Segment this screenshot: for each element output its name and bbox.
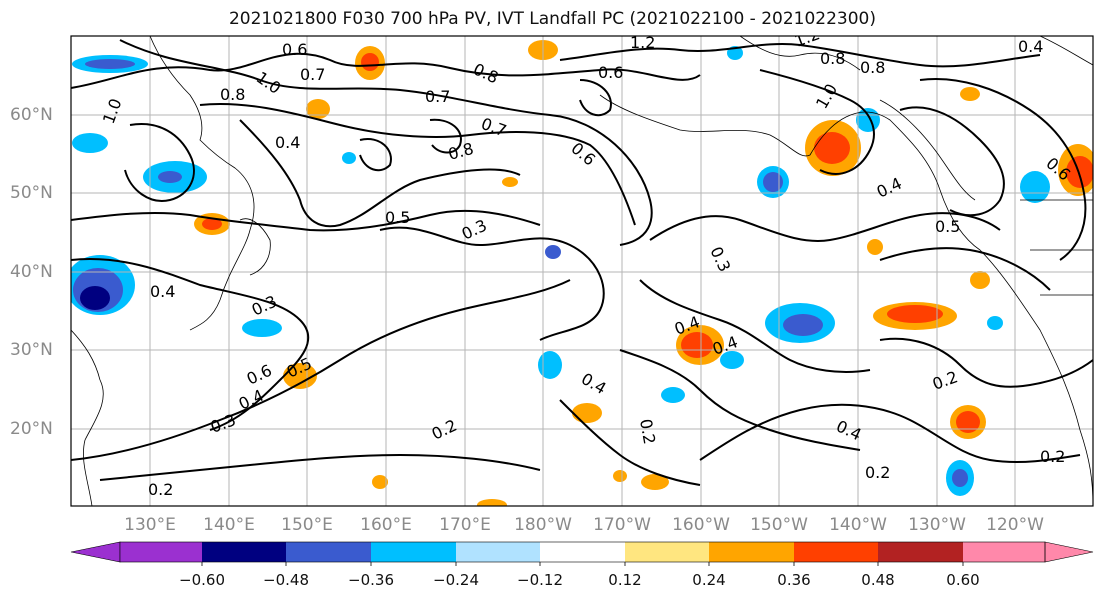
contour-label: 0.8 [860, 58, 885, 77]
colorbar-tick-label: 0.12 [608, 571, 642, 589]
lat-label: 40°N [10, 262, 53, 282]
contour-label: 0.8 [220, 85, 245, 104]
contour-label: 0.6 [282, 40, 307, 59]
lon-label: 160°E [360, 515, 412, 535]
lon-label: 150°W [750, 515, 808, 535]
lon-label: 160°W [672, 515, 730, 535]
contour-label: 0.7 [300, 65, 325, 84]
colorbar-tick-label: −0.12 [517, 571, 563, 589]
colorbar-tick-label: 0.36 [777, 571, 811, 589]
graticule [71, 36, 1093, 506]
plot-frame [70, 35, 1094, 507]
lat-label: 50°N [10, 183, 53, 203]
lon-label: 150°E [281, 515, 333, 535]
contour-label: 0.2 [1040, 447, 1065, 466]
colorbar-tick-label: 0.24 [692, 571, 726, 589]
lon-label: 130°W [908, 515, 966, 535]
map-title: 2021021800 F030 700 hPa PV, IVT Landfall… [228, 9, 876, 29]
lon-label: 170°E [439, 515, 491, 535]
colorbar-tick-label: −0.36 [348, 571, 394, 589]
shading-layer [71, 40, 1093, 506]
contour-label: 0.4 [1018, 37, 1043, 56]
contour-label: 0.5 [385, 208, 410, 227]
lon-label: 140°W [829, 515, 887, 535]
lon-label: 170°W [593, 515, 651, 535]
contour-label: 0.2 [865, 463, 890, 482]
lat-label: 30°N [10, 340, 53, 360]
lat-label: 60°N [10, 105, 53, 125]
contour-label: 0.4 [275, 133, 300, 152]
colorbar-tick-label: 0.60 [946, 571, 980, 589]
lon-label: 140°E [203, 515, 255, 535]
colorbar-tick-label: −0.48 [263, 571, 309, 589]
lon-label: 130°E [124, 515, 176, 535]
contour-label: 0.2 [148, 480, 173, 499]
lon-label: 180°W [514, 515, 572, 535]
contour-label: 0.6 [598, 63, 623, 82]
contour-label: 0.7 [425, 87, 450, 106]
colorbar-tick-label: −0.24 [433, 571, 479, 589]
contour-label: 0.2 [636, 417, 659, 445]
coastlines [71, 36, 1093, 506]
contour-label: 0.5 [935, 217, 960, 236]
contour-label: 1.2 [630, 33, 655, 52]
colorbar-tick-label: −0.60 [179, 571, 225, 589]
colorbar [70, 541, 1094, 566]
lon-label: 120°W [986, 515, 1044, 535]
colorbar-tick-label: 0.48 [861, 571, 895, 589]
contour-label: 0.4 [150, 282, 175, 301]
lat-label: 20°N [10, 419, 53, 439]
contour-label: 0.8 [820, 49, 845, 68]
contours [71, 39, 1093, 486]
